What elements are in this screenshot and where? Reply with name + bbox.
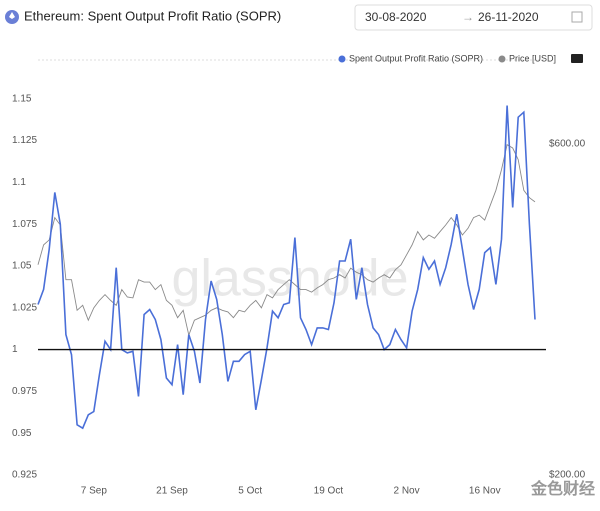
legend-swatch [338, 55, 346, 63]
y-tick-label: 1.125 [12, 135, 37, 146]
plot: 0.925 0.95 0.975 1 1.025 1.05 1.075 1.1 1.125 1.1… [12, 93, 586, 496]
eth-icon-glyph [9, 12, 15, 19]
camera-icon[interactable] [571, 54, 583, 63]
y-tick-label: 1.05 [12, 261, 32, 272]
y-tick-label: 1 [12, 344, 18, 355]
sopr-line [37, 105, 536, 430]
x-tick-label: 19 Oct [314, 486, 344, 497]
legend-label: Price [USD] [509, 53, 556, 63]
y2-tick-label: $200.00 [549, 470, 586, 481]
y-tick-label: 1.075 [12, 219, 37, 230]
y-tick-label: 1.15 [12, 93, 32, 104]
legend-label: Spent Output Profit Ratio (SOPR) [349, 53, 483, 63]
y-tick-label: 0.975 [12, 386, 37, 397]
y-tick-label: 1.025 [12, 302, 37, 313]
y2-tick-label: $600.00 [549, 139, 586, 150]
x-tick-label: 21 Sep [156, 486, 188, 497]
x-tick-label: 2 Nov [393, 486, 419, 497]
chart-title: Ethereum: Spent Output Profit Ratio (SOP… [24, 8, 281, 23]
y-tick-label: 1.1 [12, 177, 26, 188]
calendar-icon[interactable] [571, 11, 583, 23]
corner-logo: 金色财经 [530, 479, 595, 498]
x-tick-label: 7 Sep [81, 486, 108, 497]
x-tick-label: 5 Oct [238, 486, 262, 497]
legend-swatch [498, 55, 506, 63]
date-from[interactable]: 30-08-2020 [365, 10, 427, 24]
y-tick-label: 0.925 [12, 470, 37, 481]
date-to[interactable]: 26-11-2020 [478, 10, 539, 24]
date-range[interactable] [354, 4, 593, 31]
x-tick-label: 16 Nov [469, 486, 501, 497]
y-tick-label: 0.95 [12, 428, 32, 439]
date-arrow: → [462, 10, 474, 24]
price-line [37, 143, 536, 337]
